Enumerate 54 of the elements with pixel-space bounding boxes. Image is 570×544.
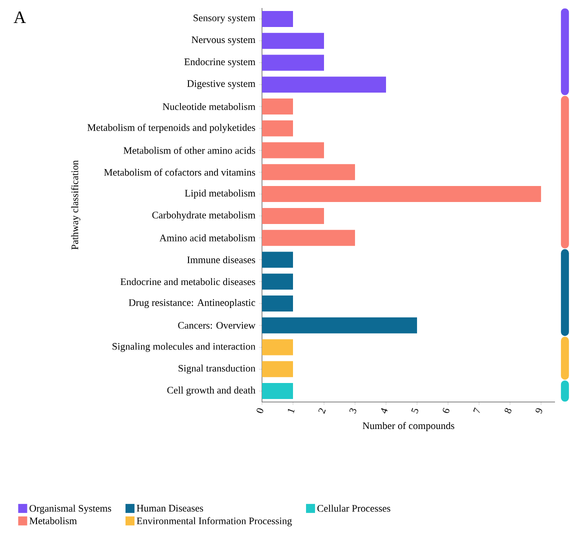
y-tick-label: Metabolism of other amino acids	[124, 146, 256, 154]
legend-label: Metabolism	[29, 517, 77, 524]
y-tick-label: Sensory system	[194, 14, 256, 24]
bar	[262, 164, 356, 180]
y-tick-label: Signal transduction	[178, 364, 256, 374]
bar	[262, 120, 294, 136]
legend-label: Cellular Processes	[317, 504, 390, 512]
bar	[262, 296, 294, 312]
bar	[262, 361, 294, 378]
x-tick-label: 7	[473, 407, 480, 414]
legend-label: Organismal Systems	[30, 504, 112, 514]
bar	[262, 76, 386, 93]
x-tick-label: 9	[536, 408, 542, 414]
bar	[262, 208, 324, 224]
legend-label: Environmental Information Processing	[136, 517, 292, 526]
text: A	[14, 12, 26, 23]
y-tick-label: Nucleotide metabolism	[162, 102, 256, 110]
y-tick-label: Endocrine and metabolic diseases	[120, 278, 256, 286]
bar	[262, 32, 324, 49]
bar	[262, 383, 294, 400]
bar	[262, 142, 324, 158]
y-tick-label: Carbohydrate metabolism	[152, 211, 256, 220]
bar	[262, 339, 294, 356]
x-tick-label: 8	[504, 408, 512, 414]
bar	[262, 317, 418, 334]
y-tick-label: Nervous system	[192, 36, 256, 46]
bar	[262, 98, 294, 114]
x-tick-label: 2	[318, 408, 326, 414]
y-tick-label: Cancers: Overview	[178, 322, 256, 329]
bar	[262, 186, 542, 202]
bar	[262, 54, 324, 71]
y-tick-label: Lipid metabolism	[184, 190, 256, 199]
bar	[262, 10, 294, 27]
x-tick-label: 3	[349, 408, 356, 414]
y-tick-label: Cell growth and death	[167, 386, 256, 396]
y-tick-label: Amino acid metabolism	[159, 234, 256, 242]
bar	[262, 252, 294, 268]
y-tick-label: Drug resistance: Antineoplastic	[128, 298, 256, 308]
legend-label: Human Diseases	[136, 504, 204, 512]
y-tick-label: Endocrine system	[184, 58, 256, 68]
bar	[262, 230, 356, 246]
y-axis-title: Pathway classification	[71, 160, 80, 250]
x-tick-label: 0	[256, 408, 264, 414]
x-tick-label: 6	[442, 408, 450, 414]
y-tick-label: Metabolism of terpenoids and polyketides	[87, 124, 256, 133]
bar	[262, 274, 294, 290]
y-tick-label: Signaling molecules and interaction	[112, 342, 256, 352]
y-tick-label: Immune diseases	[187, 256, 256, 264]
x-axis-title: Number of compounds	[362, 422, 454, 432]
x-tick-label: 1	[288, 409, 295, 414]
y-tick-label: Metabolism of cofactors and vitamins	[104, 168, 256, 176]
x-tick-label: 4	[381, 408, 388, 414]
y-tick-label: Digestive system	[187, 80, 256, 90]
x-tick-label: 5	[411, 408, 418, 414]
